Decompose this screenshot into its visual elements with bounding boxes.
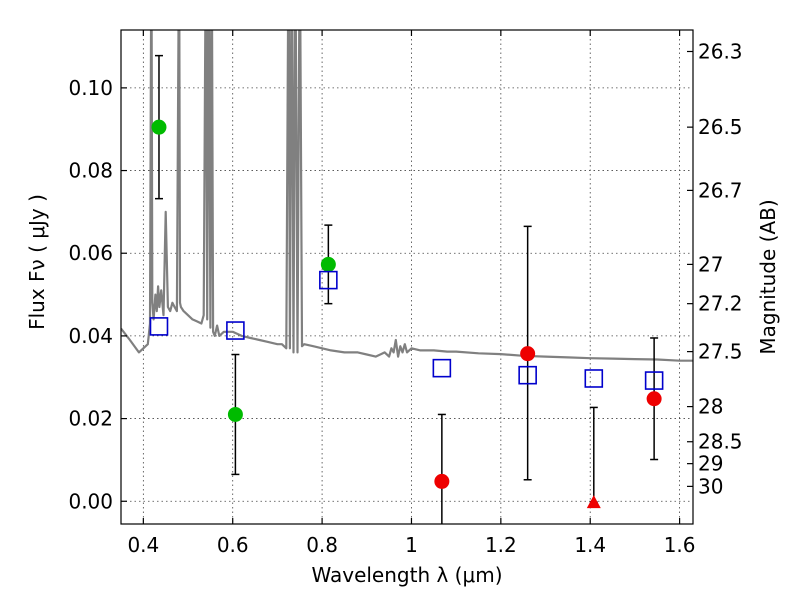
right-tick-label: 28.5 [698,430,743,454]
right-tick-label: 27.5 [698,340,743,364]
y-tick-label: 0.02 [68,407,113,431]
right-tick-label: 26.7 [698,178,743,202]
right-tick-label: 28 [698,395,723,419]
error-bars [154,54,659,524]
x-axis-label: Wavelength λ (μm) [311,563,502,587]
model-spectrum [121,30,693,362]
model-spectrum-line [121,30,693,362]
x-tick-label: 1.6 [664,533,696,557]
right-tick-label: 26.3 [698,39,743,63]
x-tick-label: 1 [405,533,418,557]
x-tick-label: 0.6 [217,533,249,557]
y-tick-label: 0.10 [68,76,113,100]
data-point-circle [320,256,336,272]
model-flux-square [319,270,338,290]
y-axis-label-right: Magnitude (AB) [756,199,780,354]
right-tick-label: 27.2 [698,292,743,316]
model-flux-square [518,365,537,385]
model-flux-square [226,321,245,340]
y-axis-label-left: Flux Fν ( μJy ) [25,194,49,330]
data-point-circle [227,406,243,422]
y-tick-label: 0.06 [68,241,113,265]
model-flux-square [432,358,452,378]
x-tick-label: 1.4 [574,533,606,557]
right-tick-label: 29 [698,452,723,476]
upper-limit-triangle [586,495,601,509]
right-tick-label: 26.5 [698,115,743,139]
data-point-circle [646,391,662,407]
y-tick-label: 0.04 [68,324,113,348]
y-tick-label: 0.08 [68,159,113,183]
tick-labels: 0.4 0.6 0.8 1 1.2 1.4 1.6 0.00 0.02 0.04 0.06 0.08 0… [68,39,742,557]
axis-ticks [121,30,693,524]
model-flux-square [149,317,169,336]
x-tick-label: 1.2 [485,533,517,557]
x-tick-label: 0.4 [127,533,159,557]
x-tick-label: 0.8 [306,533,338,557]
model-flux-square [584,369,604,388]
data-point-circle [520,346,536,362]
plot-frame [120,29,694,525]
data-point-circle [151,119,167,135]
right-tick-label: 30 [698,474,723,498]
grid-lines [121,30,693,524]
model-flux-square [644,371,664,390]
data-markers [149,119,664,509]
right-tick-label: 27 [698,252,723,276]
data-point-circle [434,473,450,489]
y-tick-label: 0.00 [68,489,113,513]
